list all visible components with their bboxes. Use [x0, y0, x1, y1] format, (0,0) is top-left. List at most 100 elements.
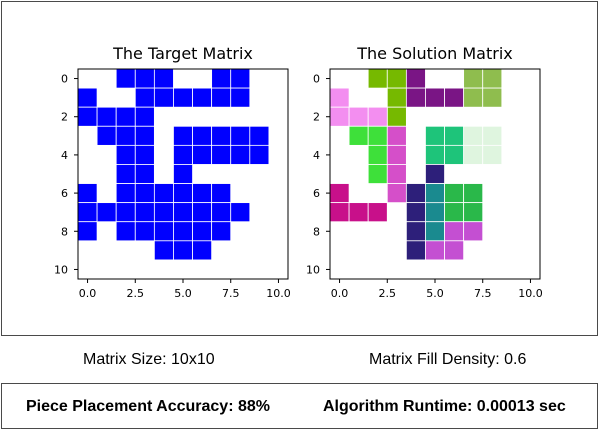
matrix-cell — [425, 202, 445, 223]
x-tick-label: 5.0 — [174, 287, 192, 300]
plot-area: The Target Matrix 0.0 2.5 5.0 7.5 10.0 0 2 4 6 8 10… — [1, 1, 598, 336]
matrix-cell — [463, 221, 484, 242]
matrix-cell — [96, 106, 117, 127]
matrix-cell — [134, 125, 155, 146]
matrix-cell — [192, 125, 213, 146]
matrix-cell — [115, 221, 136, 242]
accuracy-label: Piece Placement Accuracy: 88% — [26, 398, 270, 415]
matrix-cell — [134, 106, 155, 127]
matrix-cell — [115, 164, 136, 184]
matrix-cell — [425, 87, 445, 108]
matrix-cell — [153, 68, 174, 89]
matrix-cell — [425, 183, 445, 204]
matrix-cell — [173, 125, 193, 146]
matrix-cell — [444, 144, 465, 165]
matrix-cell — [77, 106, 98, 127]
matrix-cell — [482, 68, 503, 89]
y-tick-label: 6 — [313, 187, 320, 200]
matrix-cell — [192, 144, 213, 165]
matrix-cell — [173, 164, 193, 184]
matrix-cell — [173, 221, 193, 242]
x-tick-label: 2.5 — [379, 287, 397, 300]
matrix-cell — [386, 106, 407, 127]
matrix-cell — [386, 183, 407, 204]
matrix-cell — [482, 125, 503, 146]
matrix-cell — [211, 183, 232, 204]
matrix-cell — [329, 87, 350, 108]
y-tick-label: 10 — [306, 263, 320, 276]
matrix-cell — [115, 125, 136, 146]
matrix-cell — [173, 202, 193, 223]
matrix-cell — [444, 87, 465, 108]
matrix-cell — [482, 87, 503, 108]
matrix-cell — [425, 240, 445, 261]
matrix-cell — [405, 221, 426, 242]
matrix-cell — [77, 202, 98, 223]
matrix-cell — [249, 125, 270, 146]
matrix-cell — [115, 68, 136, 89]
y-tick-label: 8 — [61, 225, 68, 238]
x-tick-label: 0.0 — [331, 287, 349, 300]
matrix-cell — [444, 202, 465, 223]
y-tick-label: 6 — [61, 187, 68, 200]
matrix-size-label: Matrix Size: 10x10 — [83, 351, 215, 368]
matrix-cell — [482, 144, 503, 165]
matrix-cell — [463, 87, 484, 108]
matrix-cell — [329, 202, 350, 223]
matrix-cell — [211, 87, 232, 108]
matrix-cell — [134, 144, 155, 165]
y-tick-label: 4 — [61, 149, 68, 162]
plots-canvas: The Target Matrix 0.0 2.5 5.0 7.5 10.0 0 2 4 6 8 10… — [54, 44, 543, 300]
matrix-cell — [405, 87, 426, 108]
matrix-cell — [367, 106, 388, 127]
matrix-cell — [134, 221, 155, 242]
matrix-cell — [463, 125, 484, 146]
matrix-cell — [367, 202, 388, 223]
matrix-cell — [230, 87, 251, 108]
y-tick-label: 2 — [61, 111, 68, 124]
matrix-cell — [329, 106, 350, 127]
x-tick-label: 7.5 — [222, 287, 240, 300]
target-title: The Target Matrix — [112, 44, 253, 63]
matrix-cell — [444, 183, 465, 204]
matrix-cell — [115, 144, 136, 165]
matrix-cell — [425, 164, 445, 184]
matrix-cell — [96, 125, 117, 146]
matrix-cell — [386, 144, 407, 165]
x-tick-label: 10.0 — [266, 287, 291, 300]
target-matrix-plot: The Target Matrix 0.0 2.5 5.0 7.5 10.0 0 2 4 6 8 10 — [54, 44, 291, 300]
matrix-cell — [192, 240, 213, 261]
matrix-cell — [115, 106, 136, 127]
matrix-cell — [77, 221, 98, 242]
x-tick-label: 2.5 — [127, 287, 145, 300]
matrix-cell — [173, 183, 193, 204]
matrix-cell — [192, 202, 213, 223]
matrix-cell — [96, 202, 117, 223]
x-tick-label: 5.0 — [426, 287, 444, 300]
matrix-cell — [386, 87, 407, 108]
matrix-cell — [115, 202, 136, 223]
matrix-cell — [211, 144, 232, 165]
runtime-label: Algorithm Runtime: 0.00013 sec — [323, 398, 566, 415]
x-tick-label: 7.5 — [474, 287, 492, 300]
matrix-cell — [230, 68, 251, 89]
matrix-cell — [386, 68, 407, 89]
matrix-cell — [425, 221, 445, 242]
matrix-cell — [153, 183, 174, 204]
matrix-cell — [192, 183, 213, 204]
matrix-cell — [367, 164, 388, 184]
matrix-cell — [173, 240, 193, 261]
y-tick-label: 0 — [61, 73, 68, 86]
matrix-cell — [367, 68, 388, 89]
matrix-cell — [405, 240, 426, 261]
matrix-cell — [230, 144, 251, 165]
x-tick-label: 0.0 — [79, 287, 97, 300]
matrix-cell — [77, 183, 98, 204]
solution-matrix-plot: The Solution Matrix 0.0 2.5 5.0 7.5 10.0 0 2 4 6 8… — [306, 44, 543, 300]
matrix-cell — [153, 221, 174, 242]
matrix-cell — [134, 87, 155, 108]
matrix-cell — [115, 183, 136, 204]
matrix-cell — [386, 125, 407, 146]
x-tick-label: 10.0 — [518, 287, 543, 300]
matrix-cell — [173, 87, 193, 108]
